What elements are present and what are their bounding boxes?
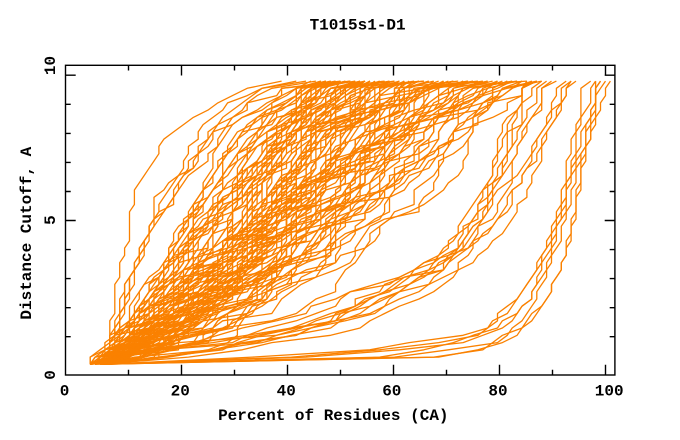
svg-text:Distance Cutoff, A: Distance Cutoff, A [18, 146, 36, 319]
svg-text:T1015s1-D1: T1015s1-D1 [310, 17, 406, 35]
svg-text:10: 10 [42, 56, 60, 75]
svg-text:5: 5 [42, 215, 60, 225]
svg-text:0: 0 [42, 370, 60, 380]
svg-text:100: 100 [595, 382, 624, 400]
svg-text:60: 60 [382, 382, 401, 400]
svg-text:Percent of Residues (CA): Percent of Residues (CA) [218, 407, 448, 425]
svg-text:40: 40 [277, 382, 296, 400]
svg-text:0: 0 [60, 382, 70, 400]
svg-text:80: 80 [488, 382, 507, 400]
svg-text:20: 20 [171, 382, 190, 400]
